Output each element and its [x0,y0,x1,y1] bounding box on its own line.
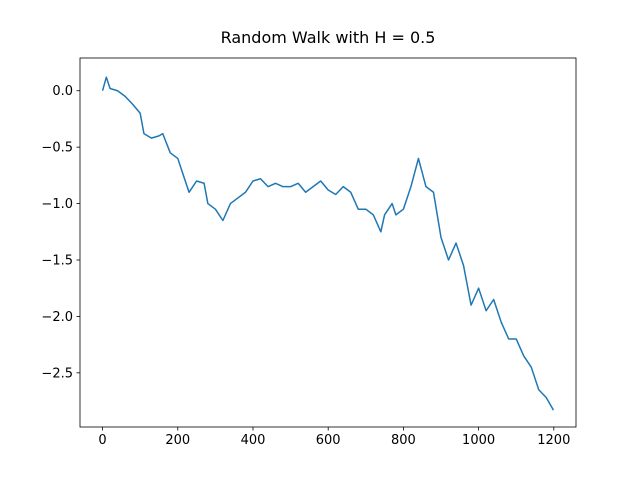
y-tick-label: 0.0 [52,84,73,99]
x-tick-label: 600 [316,433,341,448]
y-tick-label: −0.5 [41,141,73,156]
y-tick-label: −2.5 [41,366,73,381]
y-tick-label: −1.5 [41,253,73,268]
x-tick-label: 400 [241,433,266,448]
chart-title: Random Walk with H = 0.5 [221,28,436,47]
x-tick-label: 1200 [537,433,570,448]
data-line [101,76,555,411]
x-tick-label: 800 [391,433,416,448]
y-tick-label: −2.0 [41,310,73,325]
x-tick-label: 200 [165,433,190,448]
y-tick-label: −1.0 [41,197,73,212]
axes-frame [79,57,577,428]
x-tick-label: 0 [98,433,106,448]
x-tick-label: 1000 [462,433,495,448]
